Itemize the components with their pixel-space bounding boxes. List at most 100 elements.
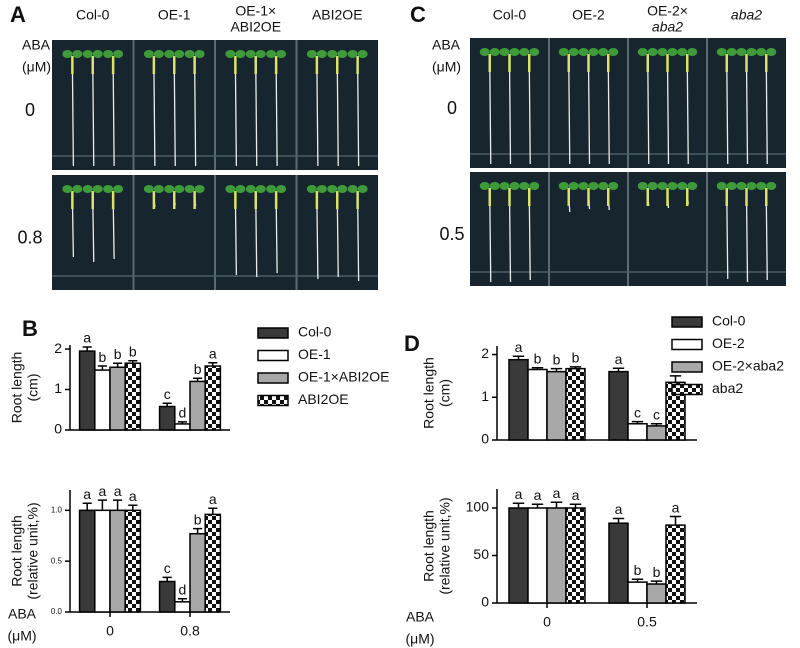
y-tick-label: 2 — [54, 340, 62, 356]
root — [508, 59, 512, 165]
cotyledon — [716, 48, 727, 56]
cotyledon — [677, 48, 688, 56]
cotyledon — [578, 182, 589, 190]
cotyledon — [726, 182, 737, 190]
error-bar — [208, 507, 218, 515]
bar — [124, 509, 142, 613]
row-header: (μM) — [432, 59, 461, 75]
bar — [109, 509, 126, 613]
row-label: 0 — [447, 98, 457, 118]
cotyledon — [306, 185, 317, 193]
cotyledon — [479, 48, 490, 56]
significance-letter: b — [129, 343, 137, 359]
bar — [158, 580, 176, 613]
cotyledon — [174, 185, 185, 193]
root — [336, 196, 339, 278]
error-bar — [650, 580, 663, 584]
x-tick-label: 0.5 — [637, 614, 657, 630]
bar — [546, 370, 567, 441]
cotyledon — [72, 185, 83, 193]
legend-label: OE-1×ABI2OE — [298, 369, 389, 385]
significance-letter: a — [209, 491, 217, 507]
legend-label: OE-2×aba2 — [712, 358, 784, 374]
bar — [565, 507, 586, 604]
cotyledon — [327, 50, 338, 58]
bar — [109, 366, 126, 431]
cotyledon — [225, 185, 236, 193]
error-bar — [512, 355, 525, 360]
bar — [204, 365, 222, 431]
cotyledon — [276, 185, 287, 193]
row-header: (μM) — [22, 59, 51, 75]
cotyledon — [667, 48, 678, 56]
panel-letter: C — [410, 2, 426, 27]
cotyledon — [598, 48, 609, 56]
column-label: OE-2 — [572, 7, 605, 23]
row-label: 0 — [25, 100, 35, 120]
y-tick-label: 0 — [54, 421, 62, 437]
significance-letter: b — [534, 350, 542, 366]
cotyledon — [509, 48, 520, 56]
root — [234, 61, 238, 167]
cotyledon — [245, 185, 256, 193]
legend-swatch — [257, 349, 289, 362]
column-label: ABI2OE — [312, 7, 363, 23]
cotyledon — [529, 182, 540, 190]
bar — [508, 358, 529, 441]
y-axis-label: (relative unit,%) — [437, 497, 453, 594]
error-bar — [82, 502, 92, 511]
root — [193, 61, 197, 167]
bar — [608, 522, 629, 604]
cotyledon — [647, 48, 658, 56]
cotyledon — [194, 185, 205, 193]
column-label: aba2 — [652, 19, 683, 35]
significance-letter: c — [164, 386, 171, 402]
bar — [665, 524, 686, 604]
cotyledon — [766, 182, 777, 190]
y-tick-label: 0.0 — [51, 607, 63, 616]
root — [647, 59, 650, 165]
cotyledon — [337, 50, 348, 58]
y-tick-label: 1.0 — [51, 505, 63, 514]
cotyledon — [499, 48, 510, 56]
error-bar — [177, 598, 187, 602]
root — [666, 59, 670, 165]
cotyledon — [92, 185, 103, 193]
bar — [94, 369, 111, 431]
cotyledon — [479, 182, 490, 190]
significance-letter: a — [129, 488, 137, 504]
significance-letter: a — [615, 501, 623, 517]
error-bar — [128, 504, 138, 511]
y-tick-label: 2 — [481, 345, 489, 361]
column-label: OE-1× — [235, 3, 276, 19]
row-header: ABA — [22, 37, 51, 53]
bar — [646, 425, 667, 441]
significance-letter: a — [672, 499, 680, 515]
cotyledon — [225, 50, 236, 58]
significance-letter: b — [114, 346, 122, 362]
root — [745, 59, 749, 165]
legend-swatch — [671, 338, 703, 351]
cotyledon — [72, 50, 83, 58]
cotyledon — [519, 48, 530, 56]
y-axis-label: Root length — [421, 357, 437, 429]
root — [173, 61, 176, 167]
error-bar — [97, 365, 107, 371]
significance-letter: a — [83, 486, 91, 502]
root — [528, 193, 531, 281]
cotyledon — [677, 182, 688, 190]
cotyledon — [103, 50, 114, 58]
column-label: Col-0 — [76, 7, 110, 23]
error-bar — [550, 501, 563, 508]
cotyledon — [489, 48, 500, 56]
legend-swatch — [671, 383, 703, 396]
cotyledon — [143, 50, 154, 58]
cotyledon — [578, 48, 589, 56]
panel-letter: A — [10, 2, 26, 27]
x-axis-label: (μM) — [405, 631, 434, 647]
error-bar — [650, 423, 663, 426]
y-tick-label: 0 — [481, 431, 489, 447]
y-axis-label: Root length — [421, 510, 437, 582]
significance-letter: a — [515, 486, 523, 502]
y-tick-label: 50 — [473, 546, 489, 562]
